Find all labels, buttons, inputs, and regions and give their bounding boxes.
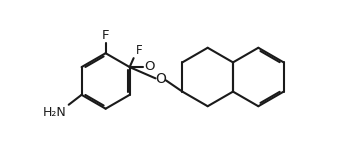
Text: F: F	[136, 44, 142, 57]
Text: F: F	[102, 29, 109, 42]
Text: O: O	[144, 60, 155, 73]
Text: O: O	[155, 72, 166, 86]
Text: H₂N: H₂N	[43, 106, 67, 119]
